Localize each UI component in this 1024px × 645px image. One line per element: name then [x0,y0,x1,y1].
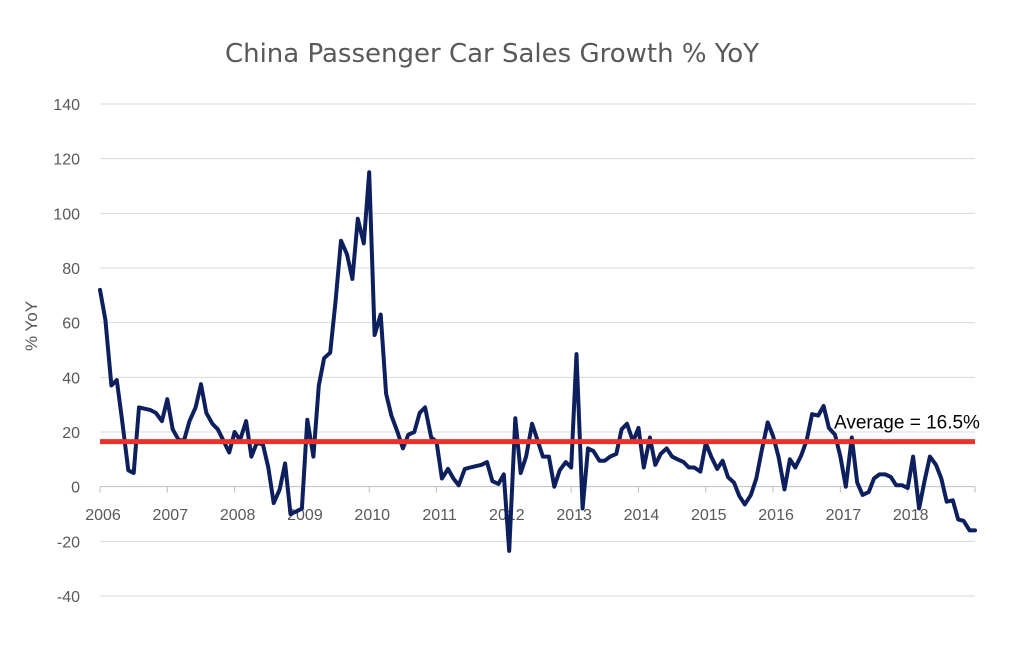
x-tick-label: 2016 [758,507,794,524]
y-tick-label: 120 [53,152,80,169]
x-tick-label: 2017 [826,507,862,524]
y-tick-labels: -40 -20 0 20 40 60 80 100 120 140 [53,97,80,606]
x-tick-label: 2008 [220,507,256,524]
x-tick-label: 2018 [893,507,929,524]
series-line [98,170,977,553]
x-tick-label: 2013 [556,507,592,524]
y-tick-label: 60 [62,316,80,333]
y-tick-label: 100 [53,206,80,223]
y-tick-label: 140 [53,97,80,114]
y-axis-label: % YoY [22,301,41,351]
y-tick-label: 80 [62,261,80,278]
series-group [98,170,977,553]
x-tick-label: 2009 [287,507,323,524]
average-annotation: Average = 16.5% [834,413,980,434]
y-tick-label: -40 [57,589,80,606]
chart-title: China Passenger Car Sales Growth % YoY [225,39,759,69]
y-tick-label: 20 [62,425,80,442]
x-tick-labels: 2006 2007 2008 2009 2010 2011 2012 2013 2014 2015… [85,507,928,524]
x-tick-label: 2011 [422,507,457,524]
x-tick-label: 2006 [85,507,121,524]
y-tick-label: 0 [71,480,80,497]
y-tick-label: -20 [57,534,80,551]
x-tick-label: 2014 [624,507,660,524]
x-axis [99,486,976,493]
x-tick-label: 2010 [354,507,390,524]
x-tick-label: 2007 [153,507,189,524]
y-tick-label: 40 [62,370,80,387]
x-tick-label: 2015 [691,507,727,524]
